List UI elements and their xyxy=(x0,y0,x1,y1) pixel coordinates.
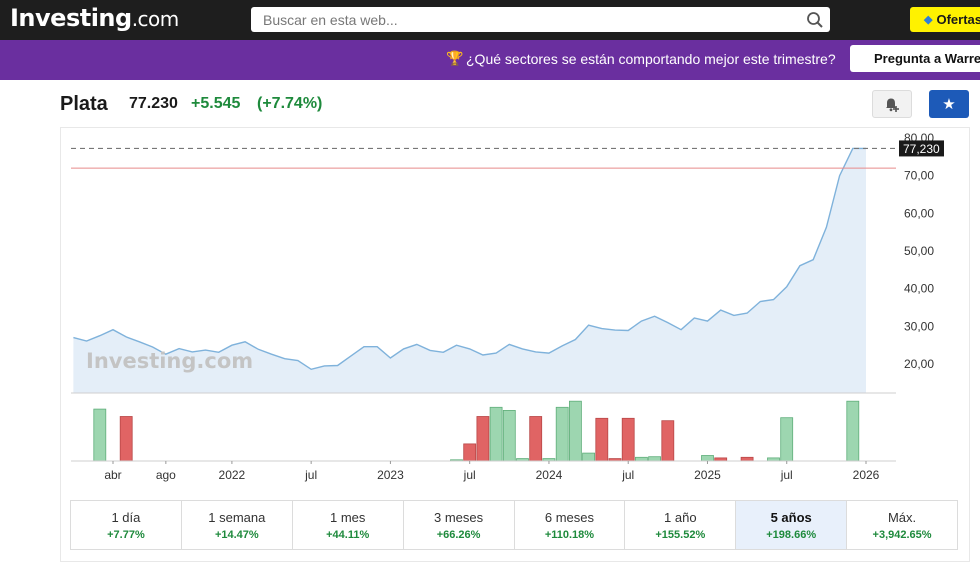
volume-bar xyxy=(582,452,595,462)
chart-svg[interactable]: 20,0030,0040,0050,0060,0070,0080,0077,23… xyxy=(61,128,971,503)
volume-bar xyxy=(846,400,860,462)
volume-bar xyxy=(780,417,794,462)
chart-watermark: Investing.com xyxy=(86,349,253,373)
volume-bar xyxy=(648,456,661,462)
create-alert-button[interactable] xyxy=(872,90,912,118)
volume-bar xyxy=(595,417,609,462)
ask-warren-button[interactable]: Pregunta a Warre xyxy=(850,45,980,72)
period-tab[interactable]: Máx. +3,942.65% xyxy=(847,501,957,549)
x-tick-label: 2023 xyxy=(377,468,404,482)
period-tab-label: 3 meses xyxy=(433,510,484,525)
price-area xyxy=(73,148,867,393)
x-tick-label: 2026 xyxy=(853,468,880,482)
volume-bar xyxy=(635,456,648,462)
x-tick-label: 2022 xyxy=(219,468,246,482)
period-tab[interactable]: 1 mes +44.11% xyxy=(293,501,404,549)
period-tab-label: 1 semana xyxy=(208,510,266,525)
period-tab-change: +7.77% xyxy=(107,529,145,541)
y-tick-label: 30,00 xyxy=(904,319,934,333)
period-tab-label: 1 mes xyxy=(329,510,366,525)
x-tick-label: jul xyxy=(780,468,793,482)
volume-bar xyxy=(489,406,503,462)
period-tab[interactable]: 1 año +155.52% xyxy=(625,501,737,549)
search-icon[interactable] xyxy=(800,7,830,32)
search-box xyxy=(251,7,830,32)
period-tab[interactable]: 5 años +198.66% xyxy=(736,501,848,549)
x-tick-label: 2025 xyxy=(694,468,721,482)
star-icon: ★ xyxy=(942,96,956,113)
instrument-name: Plata xyxy=(60,93,108,115)
current-price-tag-label: 77,230 xyxy=(903,142,940,156)
y-tick-label: 20,00 xyxy=(904,357,934,371)
volume-bar xyxy=(740,456,754,462)
period-tab[interactable]: 3 meses +66.26% xyxy=(404,501,515,549)
top-header: Investing.com ◆ Ofertas xyxy=(0,0,980,40)
price-line xyxy=(73,147,866,371)
promo-banner: 🏆 ¿Qué sectores se están comportando mej… xyxy=(0,40,980,80)
instrument-change: +5.545 xyxy=(191,95,241,112)
period-tab-change: +155.52% xyxy=(655,529,706,541)
current-price-tag xyxy=(899,140,944,157)
volume-bar xyxy=(93,408,107,462)
promo-question: ¿Qué sectores se están comportando mejor… xyxy=(466,51,836,67)
x-tick-label: 2024 xyxy=(536,468,563,482)
volume-bar xyxy=(661,420,675,462)
period-tabs: 1 día +7.77% 1 semana +14.47% 1 mes +44.11% 3 … xyxy=(70,500,958,550)
period-tab[interactable]: 1 día +7.77% xyxy=(71,501,182,549)
volume-bar xyxy=(502,409,516,462)
diamond-icon: ◆ xyxy=(924,14,933,26)
period-tab-change: +44.11% xyxy=(326,529,370,541)
period-tab-change: +14.47% xyxy=(214,529,259,541)
period-tab-change: +3,942.65% xyxy=(872,529,932,541)
volume-bar xyxy=(701,455,714,462)
period-tab-label: 1 año xyxy=(664,510,697,525)
period-tab-change: +110.18% xyxy=(544,529,595,541)
period-tab[interactable]: 6 meses +110.18% xyxy=(515,501,626,549)
period-tab-label: 6 meses xyxy=(544,510,594,525)
y-tick-label: 50,00 xyxy=(904,244,934,258)
bell-plus-icon xyxy=(886,98,899,112)
ofertas-button[interactable]: ◆ Ofertas xyxy=(910,7,980,32)
instrument-change-pct: (+7.74%) xyxy=(257,95,323,112)
price-chart[interactable]: 20,00 30,00 40,00 50,00 60,00 70,00 80,00 77,23… xyxy=(60,127,970,562)
investing-logo[interactable]: Investing.com xyxy=(10,4,179,32)
trophy-icon: 🏆 xyxy=(446,50,464,66)
volume-bar xyxy=(621,417,635,462)
period-tab-label: Máx. xyxy=(887,510,917,525)
period-tab-label: 5 años xyxy=(770,510,812,525)
volume-bar xyxy=(463,443,477,462)
add-watchlist-button[interactable]: ★ xyxy=(929,90,969,118)
y-tick-label: 70,00 xyxy=(904,169,934,183)
volume-bar xyxy=(476,416,490,462)
volume-bar xyxy=(555,406,569,462)
y-tick-label: 40,00 xyxy=(904,282,934,296)
x-tick-label: jul xyxy=(463,468,476,482)
instrument-price: 77.230 xyxy=(129,95,178,112)
period-tab-change: +198.66% xyxy=(766,529,817,541)
volume-bar xyxy=(568,400,582,462)
period-tab[interactable]: 1 semana +14.47% xyxy=(182,501,293,549)
y-tick-label: 60,00 xyxy=(904,206,934,220)
period-tab-label: 1 día xyxy=(111,510,141,525)
period-tab-change: +66.26% xyxy=(436,529,481,541)
x-tick-label: ago xyxy=(156,468,176,482)
x-tick-label: jul xyxy=(621,468,634,482)
x-tick-label: jul xyxy=(304,468,317,482)
volume-bar xyxy=(119,416,133,462)
search-input[interactable] xyxy=(251,7,800,32)
volume-bar xyxy=(529,416,543,462)
x-tick-label: abr xyxy=(104,468,121,482)
